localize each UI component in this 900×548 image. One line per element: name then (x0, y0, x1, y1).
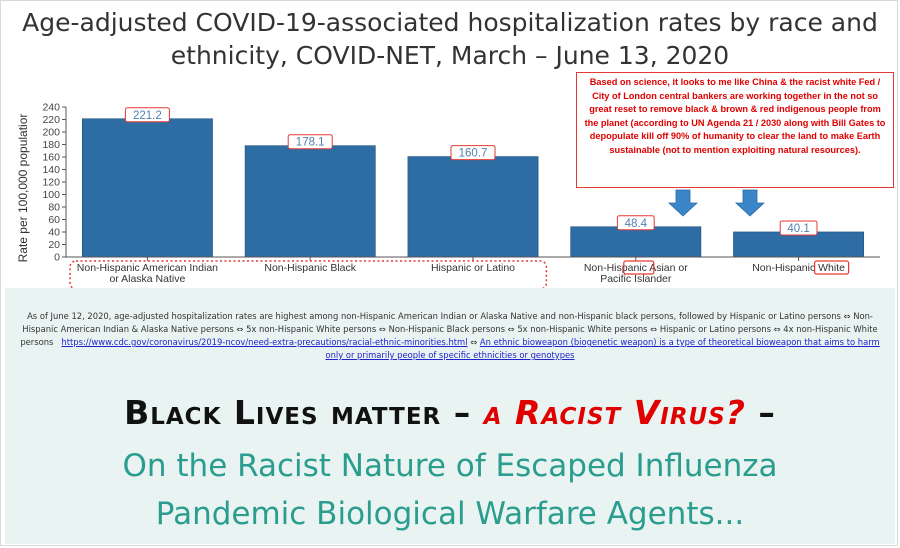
data-label: 40.1 (787, 223, 809, 235)
data-label-box (779, 220, 818, 236)
y-tick-label: 160 (42, 152, 60, 164)
y-tick-label: 120 (42, 177, 60, 189)
y-tick-label: 140 (42, 164, 60, 176)
y-tick-label: 180 (42, 139, 60, 151)
down-arrow-icon (734, 189, 766, 217)
data-label: 160.7 (459, 148, 488, 160)
bars: 221.2 178.1 160.7 48.4 40.1 (81, 107, 865, 258)
bioweapon-definition-link[interactable]: An ethnic bioweapon (biogenetic weapon) … (325, 337, 880, 360)
y-tick-label: 0 (54, 252, 60, 264)
y-axis-label: Rate per 100,000 populatior (16, 114, 30, 263)
x-tick-label: Non-Hispanic Black (264, 262, 356, 274)
bar (244, 145, 376, 258)
headline-line-2: On the Racist Nature of Escaped Influenz… (122, 448, 778, 484)
x-tick-label: or Alaska Native (109, 273, 185, 285)
headline-part-1: Black Lives matter – (124, 393, 472, 432)
summary-paragraph: As of June 12, 2020, age-adjusted hospit… (20, 311, 878, 347)
y-tick-label: 60 (48, 214, 60, 226)
data-label: 221.2 (133, 110, 162, 122)
down-arrow-icon (667, 189, 699, 217)
data-label-box (616, 215, 655, 231)
headline-part-2: a Racist Virus? (483, 393, 746, 432)
y-tick-label: 200 (42, 127, 60, 139)
bar (407, 156, 539, 258)
y-tick-label: 220 (42, 114, 60, 126)
x-tick-label: Non-Hispanic American Indian (77, 262, 218, 274)
bar (733, 231, 865, 258)
data-label: 48.4 (625, 218, 648, 230)
summary-text: As of June 12, 2020, age-adjusted hospit… (14, 310, 886, 362)
x-tick-label: Pacific Islander (600, 273, 672, 285)
summary-separator: ⇔ (470, 337, 478, 347)
cdc-link[interactable]: https://www.cdc.gov/coronavirus/2019-nco… (61, 337, 468, 347)
x-tick-label: Non-Hispanic Asian or (584, 262, 688, 274)
chart-title: Age-adjusted COVID-19-associated hospita… (22, 8, 878, 70)
data-label-box (287, 134, 333, 150)
x-tick-label: Non-Hispanic White (752, 262, 845, 274)
bar (81, 118, 213, 258)
data-label-box (124, 107, 170, 123)
y-tick-label: 20 (48, 239, 60, 251)
x-tick-label: Hispanic or Latino (431, 262, 515, 274)
annotation-note: Based on science, it looks to me like Ch… (576, 72, 894, 188)
highlight-box-asian (623, 260, 655, 275)
y-tick-label: 40 (48, 227, 60, 239)
caption-panel (5, 288, 895, 544)
highlight-box-white (813, 260, 850, 275)
bar (570, 226, 702, 258)
y-tick-label: 80 (48, 202, 60, 214)
headline-part-3: – (758, 393, 776, 432)
data-label: 178.1 (296, 137, 325, 149)
y-tick-label: 240 (42, 102, 60, 114)
y-tick-label: 100 (42, 189, 60, 201)
data-label-box (450, 145, 496, 161)
headline-line-3: Pandemic Biological Warfare Agents... (155, 496, 745, 532)
headline-line-1: Black Lives matter – a Racist Virus? – (0, 392, 900, 434)
